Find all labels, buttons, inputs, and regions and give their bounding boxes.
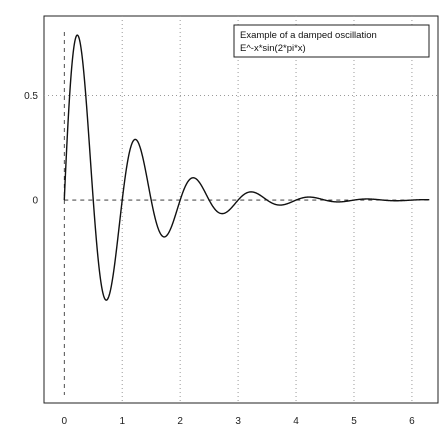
y-tick-labels: 00.5 [24,91,38,207]
x-tick-label-1: 1 [119,416,125,427]
x-tick-label-5: 5 [351,416,357,427]
x-tick-label-6: 6 [409,416,415,427]
legend: Example of a damped oscillation E^-x*sin… [233,24,430,58]
x-tick-label-0: 0 [61,416,67,427]
legend-line-2: E^-x*sin(2*pi*x) [240,43,306,54]
legend-line-1: Example of a damped oscillation [240,30,377,41]
series-line [63,34,430,301]
plot-frame [43,15,439,404]
y-tick-label-0: 0 [32,196,38,207]
x-tick-labels: 0 1 2 3 4 5 6 [61,416,415,427]
x-tick-label-3: 3 [235,416,241,427]
legend-box [233,24,430,58]
zero-axes [63,32,432,395]
x-tick-label-4: 4 [293,416,299,427]
grid-lines [44,16,438,403]
y-tick-label-0-5: 0.5 [24,91,38,102]
x-tick-label-2: 2 [177,416,183,427]
